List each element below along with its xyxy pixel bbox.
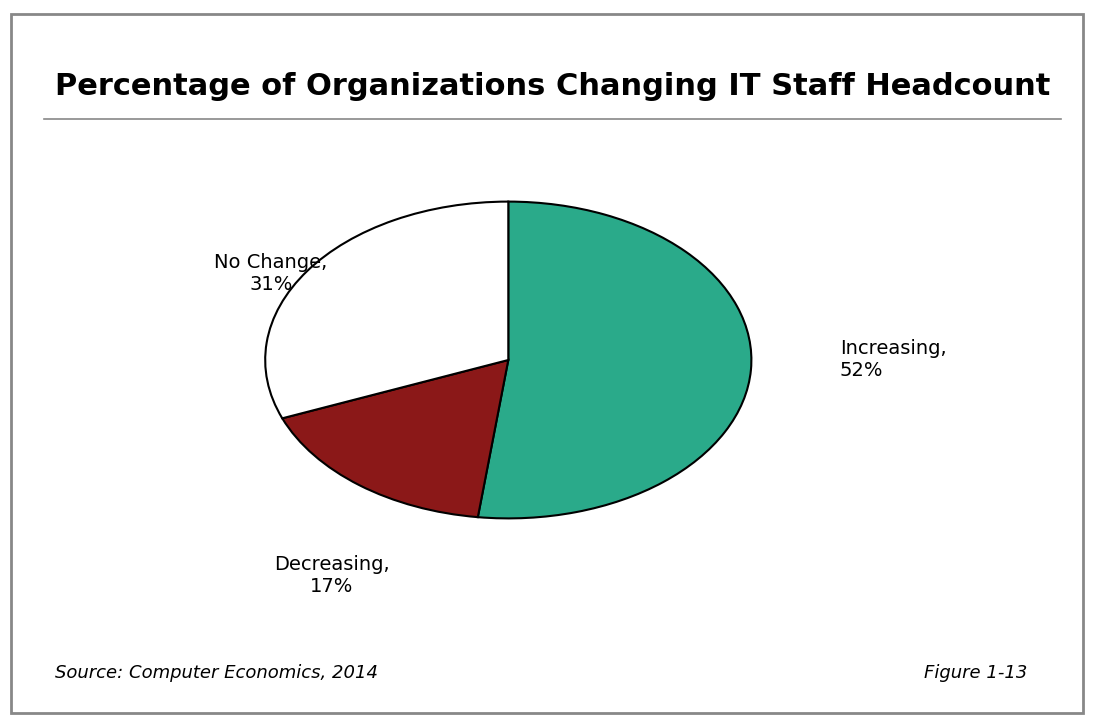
Wedge shape (265, 202, 508, 418)
Text: Increasing,
52%: Increasing, 52% (840, 340, 946, 380)
Text: Percentage of Organizations Changing IT Staff Headcount: Percentage of Organizations Changing IT … (55, 72, 1051, 101)
Text: Decreasing,
17%: Decreasing, 17% (274, 556, 389, 596)
Wedge shape (477, 202, 751, 518)
Text: Source: Computer Economics, 2014: Source: Computer Economics, 2014 (55, 664, 378, 683)
Wedge shape (282, 360, 508, 517)
Text: No Change,
31%: No Change, 31% (214, 253, 327, 294)
Text: Figure 1-13: Figure 1-13 (924, 664, 1028, 683)
